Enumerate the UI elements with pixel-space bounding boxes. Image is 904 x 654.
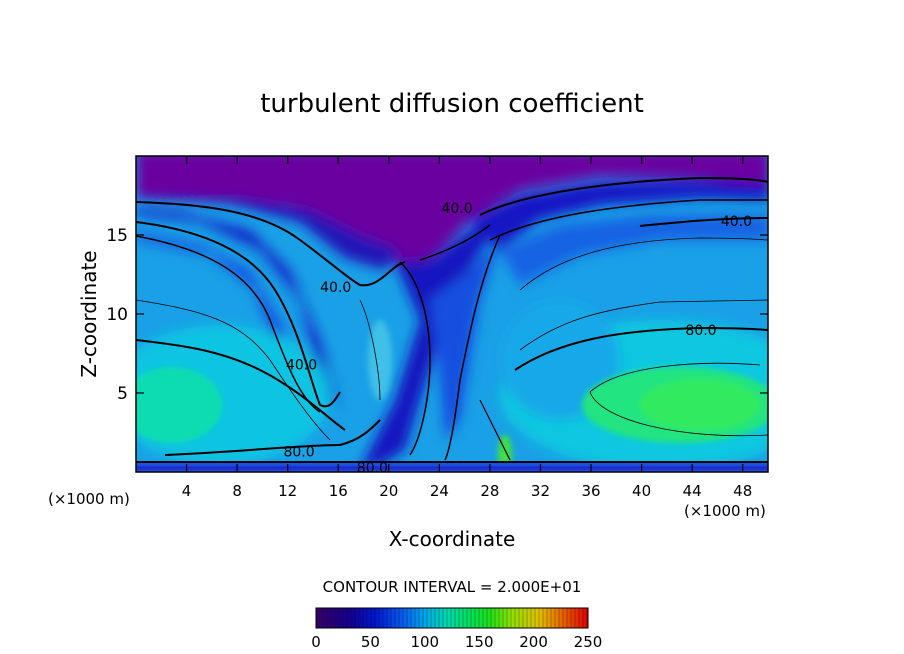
colorbar-tick-label: 50 xyxy=(361,633,380,651)
field-layer xyxy=(136,156,768,472)
colorbar-tick-label: 150 xyxy=(465,633,494,651)
contour-label: 40.0 xyxy=(320,280,351,296)
x-tick-label: 4 xyxy=(182,482,192,500)
chart-title: turbulent diffusion coefficient xyxy=(260,89,644,119)
x-tick-label: 48 xyxy=(733,482,752,500)
x-tick-label: 32 xyxy=(531,482,550,500)
x-tick-label: 44 xyxy=(683,482,702,500)
y-tick-label: 5 xyxy=(117,384,128,404)
contour-lines xyxy=(136,176,768,464)
x-tick-label: 12 xyxy=(278,482,297,500)
contour-label: 40.0 xyxy=(721,214,752,230)
x-unit-right: (×1000 m) xyxy=(684,502,766,520)
x-axis-label: X-coordinate xyxy=(389,527,516,551)
x-tick-label: 28 xyxy=(480,482,499,500)
x-tick-label: 8 xyxy=(232,482,242,500)
contour-label: 40.0 xyxy=(286,358,317,374)
x-tick-label: 40 xyxy=(632,482,651,500)
colorbar-tick-label: 200 xyxy=(519,633,548,651)
x-tick-label: 16 xyxy=(329,482,348,500)
x-unit-left: (×1000 m) xyxy=(48,490,130,508)
x-tick-label: 20 xyxy=(379,482,398,500)
colorbar-tick-label: 100 xyxy=(410,633,439,651)
contour-labels: 40.0 40.0 40.0 40.0 80.0 80.0 80.0 xyxy=(283,201,752,476)
contour-interval-label: CONTOUR INTERVAL = 2.000E+01 xyxy=(323,578,582,596)
contour-label: 80.0 xyxy=(685,323,716,339)
x-tick-label: 24 xyxy=(430,482,449,500)
colorbar-stripes xyxy=(318,608,588,628)
x-tick-label: 36 xyxy=(581,482,600,500)
y-axis-label: Z-coordinate xyxy=(77,250,101,377)
colorbar xyxy=(315,607,589,629)
colorbar-tick-label: 0 xyxy=(311,633,321,651)
y-tick-label: 15 xyxy=(106,226,128,246)
contour-label: 80.0 xyxy=(283,444,314,460)
colorbar-ticks: 0 50 100 150 200 250 xyxy=(311,633,602,651)
contour-label: 40.0 xyxy=(441,201,472,217)
y-tick-label: 10 xyxy=(106,305,128,325)
colorbar-tick-label: 250 xyxy=(574,633,603,651)
contour-label: 80.0 xyxy=(357,460,388,476)
